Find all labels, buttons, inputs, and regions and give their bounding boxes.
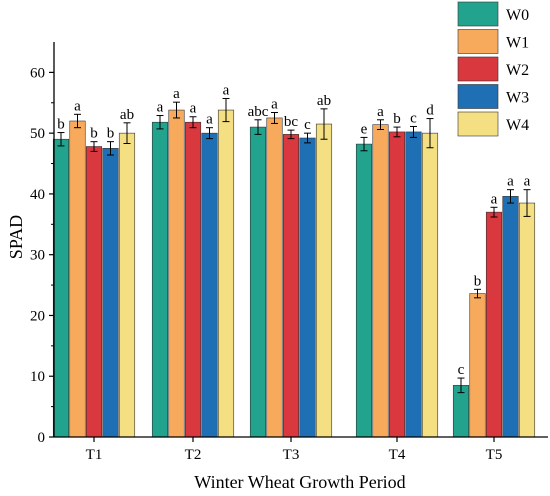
legend-label-w0: W0 <box>506 7 529 24</box>
legend-label-w3: W3 <box>506 90 529 107</box>
bar-w4-t2 <box>217 109 235 438</box>
x-axis-label: Winter Wheat Growth Period <box>194 472 405 492</box>
bar-w3-t3 <box>299 137 316 438</box>
bar-w1-t3 <box>266 117 283 438</box>
significance-letter: c <box>304 117 311 133</box>
significance-letter: abc <box>248 104 269 120</box>
y-tick-label: 50 <box>30 126 45 142</box>
significance-letter: a <box>524 174 531 190</box>
bar-w4-t5 <box>518 202 536 438</box>
bar-w0-t4 <box>355 143 373 438</box>
significance-letter: a <box>377 104 384 120</box>
significance-letter: a <box>491 191 498 207</box>
bar-w4-t4 <box>421 132 439 438</box>
significance-letter: a <box>74 98 81 114</box>
significance-letter: bc <box>284 114 299 130</box>
x-tick-label: T5 <box>486 447 503 463</box>
significance-letter: b <box>393 111 401 127</box>
y-axis-label: SPAD <box>6 215 26 259</box>
x-tick-label: T3 <box>283 447 300 463</box>
significance-letter: c <box>458 362 465 378</box>
bar-w2-t1 <box>85 146 103 438</box>
legend-swatch-w2 <box>457 56 499 82</box>
significance-letter: a <box>206 112 213 128</box>
significance-letter: a <box>223 83 230 99</box>
y-tick-label: 20 <box>30 308 45 324</box>
bar-w3-t4 <box>405 131 422 438</box>
bar-w0-t2 <box>151 121 169 438</box>
significance-letter: b <box>107 126 115 142</box>
bar-w1-t4 <box>372 124 389 438</box>
bar-w4-t1 <box>118 132 136 438</box>
significance-letter: d <box>426 103 434 119</box>
bar-w2-t3 <box>282 134 300 438</box>
bar-w0-t1 <box>52 138 70 438</box>
significance-letter: a <box>190 101 197 117</box>
significance-letter: a <box>271 96 278 112</box>
bar-w2-t4 <box>388 131 406 438</box>
bar-w4-t3 <box>315 123 333 438</box>
y-tick-label: 10 <box>30 369 45 385</box>
legend-label-w2: W2 <box>506 62 529 79</box>
legend-swatch-w4 <box>457 111 499 137</box>
bar-w2-t5 <box>485 211 503 438</box>
significance-letter: ab <box>120 107 134 123</box>
y-tick-label: 0 <box>38 430 46 446</box>
significance-letter: a <box>157 100 164 116</box>
bar-w3-t1 <box>102 148 119 438</box>
legend-swatch-w1 <box>457 29 499 54</box>
x-tick-label: T4 <box>389 447 406 463</box>
bar-w3-t5 <box>502 196 519 438</box>
x-tick-label: T2 <box>185 447 202 463</box>
significance-letter: a <box>173 86 180 102</box>
bar-w3-t2 <box>201 132 218 438</box>
bar-w1-t2 <box>168 109 185 438</box>
significance-letter: ab <box>317 93 331 109</box>
bar-w0-t3 <box>249 126 267 438</box>
significance-letter: a <box>507 174 514 190</box>
bar-w2-t2 <box>184 121 202 438</box>
legend: W0 W1 W2 W3 W4 <box>457 1 529 137</box>
significance-letter: e <box>361 121 368 137</box>
x-tick-label: T1 <box>86 447 103 463</box>
y-tick-label: 40 <box>30 187 45 203</box>
significance-letter: b <box>57 117 65 133</box>
legend-label-w1: W1 <box>506 35 529 52</box>
bar-w1-t1 <box>69 120 86 438</box>
significance-letter: b <box>474 273 482 289</box>
y-tick-label: 60 <box>30 65 45 81</box>
y-tick-label: 30 <box>30 248 45 264</box>
legend-swatch-w0 <box>457 1 499 27</box>
bar-w1-t5 <box>469 293 486 438</box>
legend-swatch-w3 <box>457 84 499 109</box>
significance-letter: c <box>410 110 417 126</box>
legend-label-w4: W4 <box>506 117 529 134</box>
significance-letter: b <box>90 126 98 142</box>
